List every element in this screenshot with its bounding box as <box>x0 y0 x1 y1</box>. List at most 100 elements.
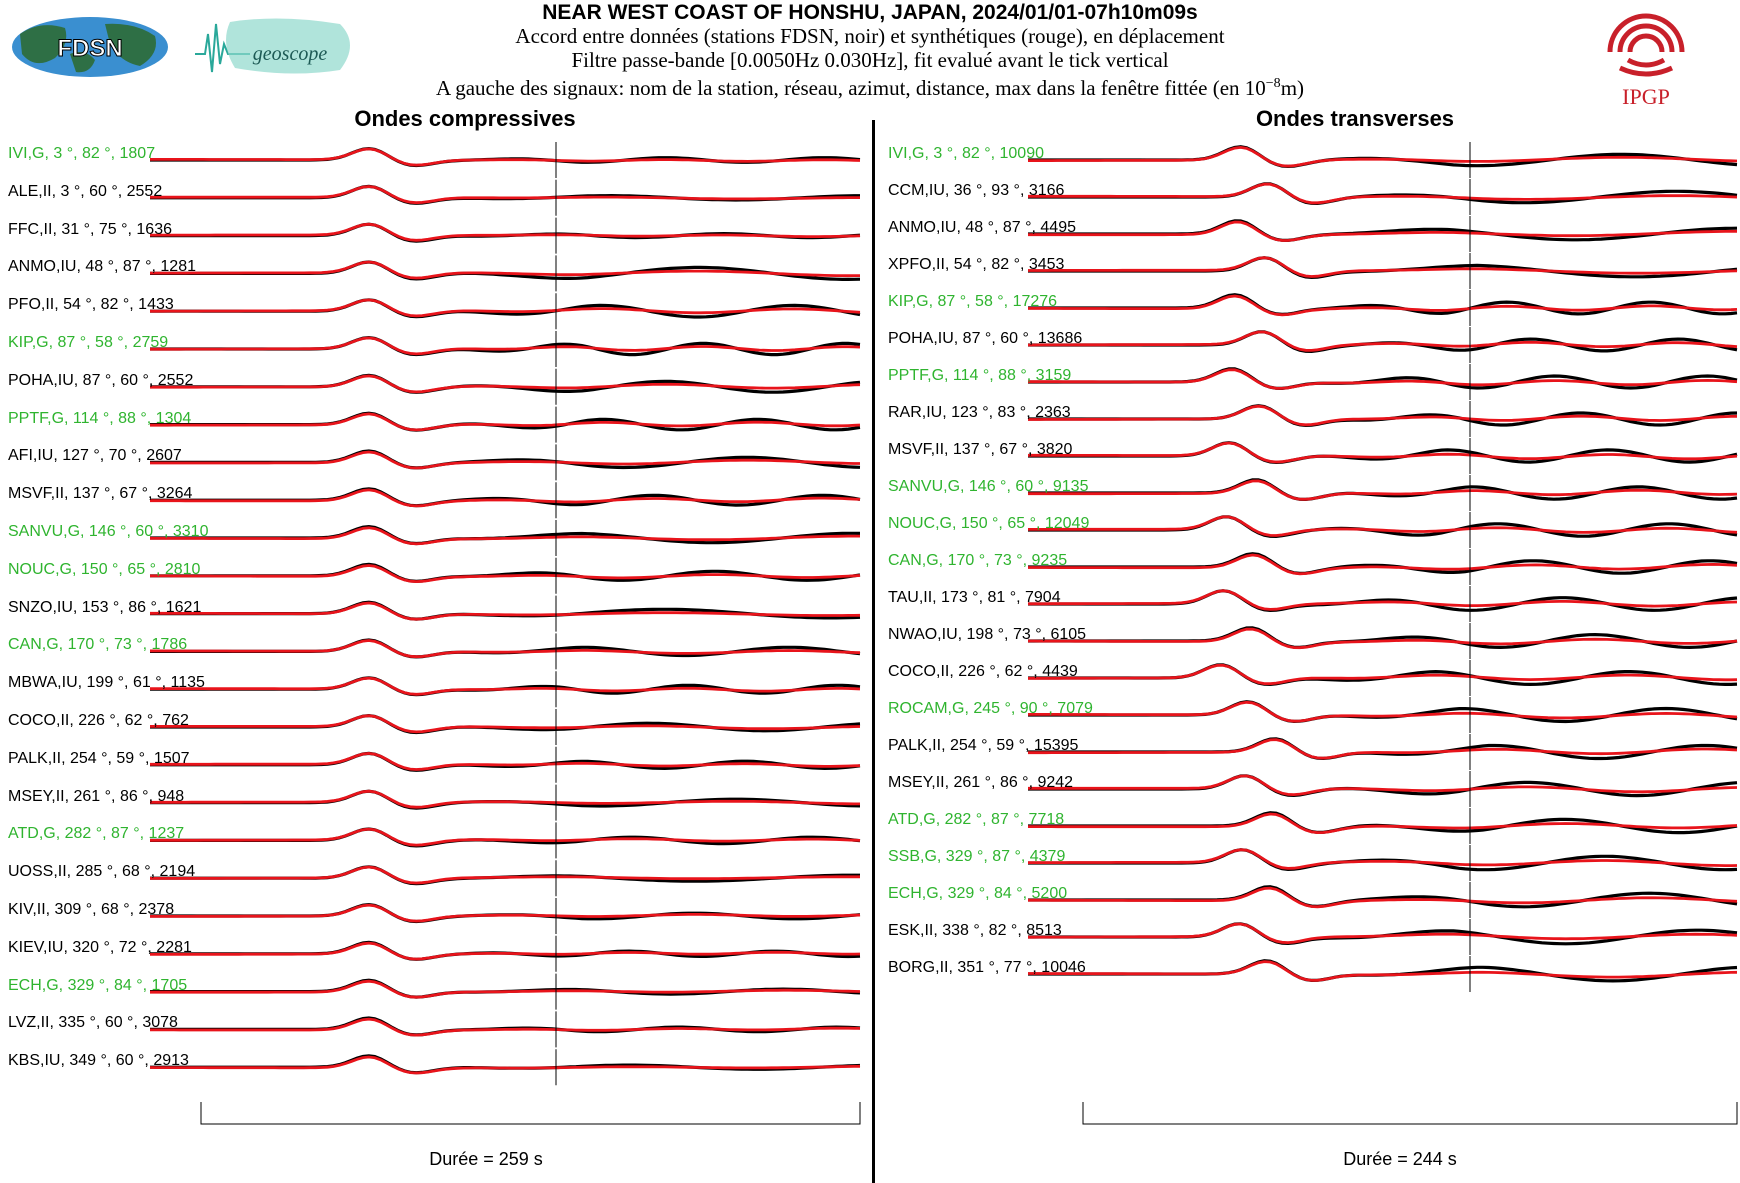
station-label-right-21: ESK,II, 338 °, 82 °, 8513 <box>888 922 1062 939</box>
station-label-left-12: SNZO,IU, 153 °, 86 °, 1621 <box>8 598 202 616</box>
station-label-left-21: KIEV,IU, 320 °, 72 °, 2281 <box>8 938 192 956</box>
synthetic-trace-left-10 <box>149 526 860 546</box>
station-label-left-4: PFO,II, 54 °, 82 °, 1433 <box>8 296 174 314</box>
station-label-right-15: ROCAM,G, 245 °, 90 °, 7079 <box>888 700 1093 717</box>
station-label-right-18: ATD,G, 282 °, 87 °, 7718 <box>888 811 1065 828</box>
station-label-right-3: XPFO,II, 54 °, 82 °, 3453 <box>888 256 1065 273</box>
synthetic-trace-left-13 <box>150 639 861 659</box>
synthetic-trace-right-16 <box>1028 738 1738 760</box>
panel-divider <box>872 120 875 1183</box>
station-label-right-14: COCO,II, 226 °, 62 °, 4439 <box>888 663 1078 680</box>
synthetic-trace-left-18 <box>150 827 861 847</box>
synthetic-trace-right-18 <box>1028 812 1738 835</box>
station-label-left-24: KBS,IU, 349 °, 60 °, 2913 <box>8 1052 189 1070</box>
station-label-right-9: SANVU,G, 146 °, 60 °, 9135 <box>888 478 1089 495</box>
data-trace-left-6 <box>150 373 861 394</box>
synthetic-trace-right-21 <box>1028 922 1738 945</box>
synthetic-trace-right-14 <box>1028 663 1738 686</box>
data-trace-right-8 <box>1028 441 1738 465</box>
station-label-right-10: NOUC,G, 150 °, 65 °, 12049 <box>888 515 1090 532</box>
data-trace-left-12 <box>150 600 861 621</box>
station-label-right-20: ECH,G, 329 °, 84 °, 5200 <box>888 885 1068 902</box>
station-label-right-19: SSB,G, 329 °, 87 °, 4379 <box>888 848 1066 865</box>
station-label-left-19: UOSS,II, 285 °, 68 °, 2194 <box>8 863 196 881</box>
station-label-left-22: ECH,G, 329 °, 84 °, 1705 <box>8 976 188 994</box>
synthetic-trace-left-22 <box>150 979 861 999</box>
station-label-right-16: PALK,II, 254 °, 59 °, 15395 <box>888 737 1079 754</box>
synthetic-trace-right-7 <box>1028 404 1738 427</box>
synthetic-trace-right-5 <box>1028 330 1738 352</box>
station-label-right-7: RAR,IU, 123 °, 83 °, 2363 <box>888 404 1071 421</box>
station-label-left-3: ANMO,IU, 48 °, 87 °, 1281 <box>8 258 196 276</box>
station-label-left-5: KIP,G, 87 °, 58 °, 2759 <box>8 334 169 351</box>
data-trace-right-12 <box>1028 589 1738 613</box>
ipgp-logo: IPGP <box>1607 13 1685 108</box>
synthetic-trace-left-15 <box>150 714 861 734</box>
synthetic-trace-left-23 <box>150 1017 861 1037</box>
subtitle-line-3-text: A gauche des signaux: nom de la station,… <box>435 76 1266 100</box>
data-trace-right-10 <box>1028 515 1738 539</box>
data-trace-right-1 <box>1028 182 1738 206</box>
synthetic-trace-left-16 <box>150 751 861 771</box>
synthetic-trace-left-24 <box>149 1055 861 1075</box>
station-label-right-4: KIP,G, 87 °, 58 °, 17276 <box>888 293 1058 310</box>
data-trace-left-22 <box>150 978 861 999</box>
data-trace-left-16 <box>150 751 861 772</box>
station-label-right-1: CCM,IU, 36 °, 93 °, 3166 <box>888 182 1065 199</box>
ipgp-logo-text: IPGP <box>1622 84 1670 108</box>
synthetic-trace-left-9 <box>150 488 861 508</box>
subtitle-line-1: Accord entre données (stations FDSN, noi… <box>515 24 1225 48</box>
synthetic-trace-right-20 <box>1028 886 1738 909</box>
station-label-left-17: MSEY,II, 261 °, 86 °, 948 <box>8 787 185 805</box>
data-trace-left-24 <box>150 1054 861 1075</box>
station-label-right-0: IVI,G, 3 °, 82 °, 10090 <box>888 145 1044 162</box>
station-label-left-23: LVZ,II, 335 °, 60 °, 3078 <box>8 1014 178 1032</box>
figure-title: NEAR WEST COAST OF HONSHU, JAPAN, 2024/0… <box>542 1 1198 24</box>
synthetic-trace-right-9 <box>1028 479 1738 501</box>
data-trace-right-16 <box>1028 737 1738 761</box>
right-duration-label: Durée = 244 s <box>1343 1149 1457 1169</box>
data-trace-right-15 <box>1028 700 1738 724</box>
data-trace-right-7 <box>1028 404 1738 428</box>
station-label-right-17: MSEY,II, 261 °, 86 °, 9242 <box>888 774 1074 791</box>
data-trace-left-2 <box>150 222 861 243</box>
station-label-left-20: KIV,II, 309 °, 68 °, 2378 <box>8 901 175 918</box>
station-label-right-6: PPTF,G, 114 °, 88 °, 3159 <box>888 367 1072 384</box>
station-label-left-14: MBWA,IU, 199 °, 61 °, 1135 <box>8 674 205 692</box>
data-trace-left-20 <box>150 902 861 924</box>
synthetic-trace-right-22 <box>1028 960 1738 982</box>
right-panel-title: Ondes transverses <box>1255 106 1455 131</box>
synthetic-trace-left-21 <box>150 941 861 961</box>
synthetic-trace-left-5 <box>150 336 861 356</box>
station-label-left-16: PALK,II, 254 °, 59 °, 1507 <box>8 749 190 767</box>
synthetic-trace-right-1 <box>1028 182 1738 205</box>
duration-bracket-right <box>1082 1102 1738 1125</box>
station-label-left-1: ALE,II, 3 °, 60 °, 2552 <box>8 182 163 200</box>
data-trace-right-4 <box>1028 293 1738 317</box>
data-trace-right-5 <box>1028 330 1738 354</box>
station-label-right-5: POHA,IU, 87 °, 60 °, 13686 <box>888 330 1083 347</box>
subtitle-exponent: −8 <box>1265 76 1281 91</box>
data-trace-left-1 <box>150 184 860 205</box>
synthetic-trace-right-10 <box>1028 515 1738 537</box>
station-label-right-12: TAU,II, 173 °, 81 °, 7904 <box>888 589 1061 606</box>
data-trace-right-13 <box>1028 626 1738 650</box>
synthetic-trace-left-20 <box>150 903 861 923</box>
station-label-left-6: POHA,IU, 87 °, 60 °, 2552 <box>8 371 194 389</box>
synthetic-trace-left-3 <box>150 260 860 280</box>
station-label-left-11: NOUC,G, 150 °, 65 °, 2810 <box>8 560 201 578</box>
data-trace-left-13 <box>150 638 861 659</box>
fdsn-logo: FDSN <box>12 17 168 77</box>
station-label-right-8: MSVF,II, 137 °, 67 °, 3820 <box>888 441 1073 458</box>
synthetic-trace-left-6 <box>150 374 861 394</box>
subtitle-line-2: Filtre passe-bande [0.0050Hz 0.030Hz], f… <box>571 48 1169 72</box>
data-trace-left-19 <box>150 865 860 886</box>
synthetic-trace-right-3 <box>1028 256 1738 278</box>
synthetic-trace-right-8 <box>1028 441 1738 464</box>
data-trace-right-18 <box>1028 811 1738 835</box>
synthetic-trace-right-12 <box>1028 589 1738 611</box>
data-trace-left-23 <box>150 1016 861 1037</box>
synthetic-trace-right-2 <box>1028 220 1737 242</box>
data-trace-left-5 <box>150 335 861 357</box>
